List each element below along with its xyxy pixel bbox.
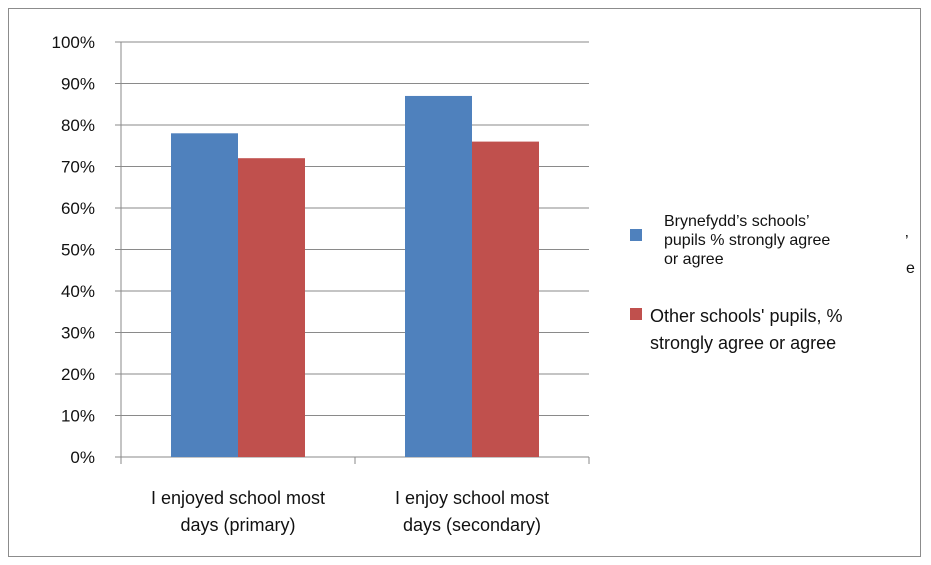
bar [472, 141, 539, 457]
legend-remnant-text: ’ [905, 233, 909, 250]
bar [405, 95, 472, 457]
x-category-label: I enjoyed school most [151, 488, 325, 508]
legend-label: or agree [664, 251, 724, 268]
y-tick-label: 90% [61, 75, 95, 94]
bar [171, 133, 238, 458]
y-tick-label: 30% [61, 324, 95, 343]
y-tick-label: 70% [61, 158, 95, 177]
x-category-label: days (primary) [180, 515, 295, 535]
legend-swatch [630, 308, 642, 320]
legend-remnant-text: e [906, 260, 915, 277]
y-tick-label: 50% [61, 241, 95, 260]
legend-label: strongly agree or agree [650, 333, 836, 353]
y-tick-label: 80% [61, 116, 95, 135]
y-tick-label: 20% [61, 365, 95, 384]
legend-label: pupils % strongly agree [664, 232, 830, 249]
legend-swatch [630, 229, 642, 241]
bar [238, 158, 305, 457]
x-category-label: I enjoy school most [395, 488, 549, 508]
x-category-label: days (secondary) [403, 515, 541, 535]
y-tick-label: 100% [52, 33, 95, 52]
legend-label: Other schools' pupils, % [650, 306, 843, 326]
y-tick-label: 60% [61, 199, 95, 218]
y-tick-label: 40% [61, 282, 95, 301]
y-tick-label: 0% [70, 448, 95, 467]
legend-label: Brynefydd’s schools’ [664, 213, 810, 230]
y-tick-label: 10% [61, 407, 95, 426]
